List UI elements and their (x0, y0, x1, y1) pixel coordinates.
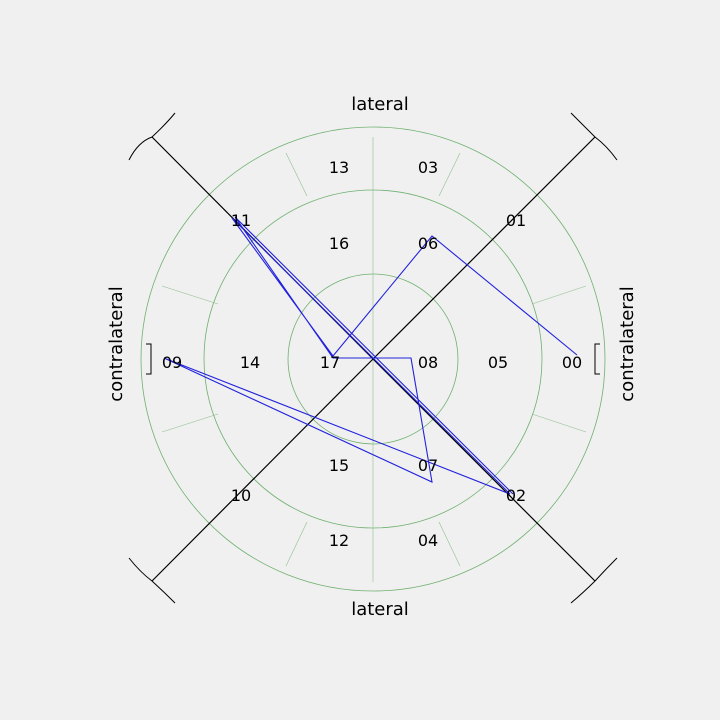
bracket-left (146, 343, 152, 375)
divider-left-upper (161, 285, 219, 305)
position-label-14: 14 (240, 353, 260, 372)
axis-lower-left (151, 358, 374, 582)
top-lateral-label: lateral (351, 94, 409, 115)
divider-right-upper (531, 285, 587, 305)
divider-lower-right (438, 521, 461, 567)
position-label-15: 15 (329, 456, 349, 475)
endcap-upper-left (128, 112, 176, 161)
divider-lower-left (285, 521, 308, 567)
bottom-lateral-label: lateral (351, 599, 409, 620)
endcap-lower-left (128, 557, 176, 604)
position-labels: 00 01 02 03 04 05 06 07 08 09 10 11 12 13 14 15 16 17 (162, 158, 582, 550)
divider-right-lower (531, 413, 587, 433)
endcap-upper-right (570, 112, 618, 161)
position-label-12: 12 (329, 531, 349, 550)
axis-lower-right (372, 358, 596, 582)
position-label-08: 08 (418, 353, 438, 372)
divider-left-lower (161, 413, 219, 433)
divider-upper-left (285, 152, 308, 197)
position-label-03: 03 (418, 158, 438, 177)
sequence-path (163, 216, 578, 495)
position-label-11: 11 (231, 211, 251, 230)
right-contralateral-label: contralateral (617, 286, 638, 401)
axis-upper-right (372, 136, 596, 360)
position-label-07: 07 (418, 456, 438, 475)
endcap-lower-right (570, 557, 618, 604)
outer-ring (140, 126, 606, 592)
bracket-right (594, 343, 600, 375)
position-label-09: 09 (162, 353, 182, 372)
side-labels: lateral lateral contralateral contralate… (106, 94, 638, 620)
position-label-01: 01 (506, 211, 526, 230)
position-label-10: 10 (231, 486, 251, 505)
position-label-16: 16 (329, 234, 349, 253)
position-label-06: 06 (418, 234, 438, 253)
position-label-17: 17 (320, 353, 340, 372)
left-contralateral-label: contralateral (106, 286, 127, 401)
position-label-05: 05 (488, 353, 508, 372)
divider-upper-right (438, 152, 461, 197)
position-label-04: 04 (418, 531, 438, 550)
position-label-00: 00 (562, 353, 582, 372)
position-label-02: 02 (506, 486, 526, 505)
position-label-13: 13 (329, 158, 349, 177)
